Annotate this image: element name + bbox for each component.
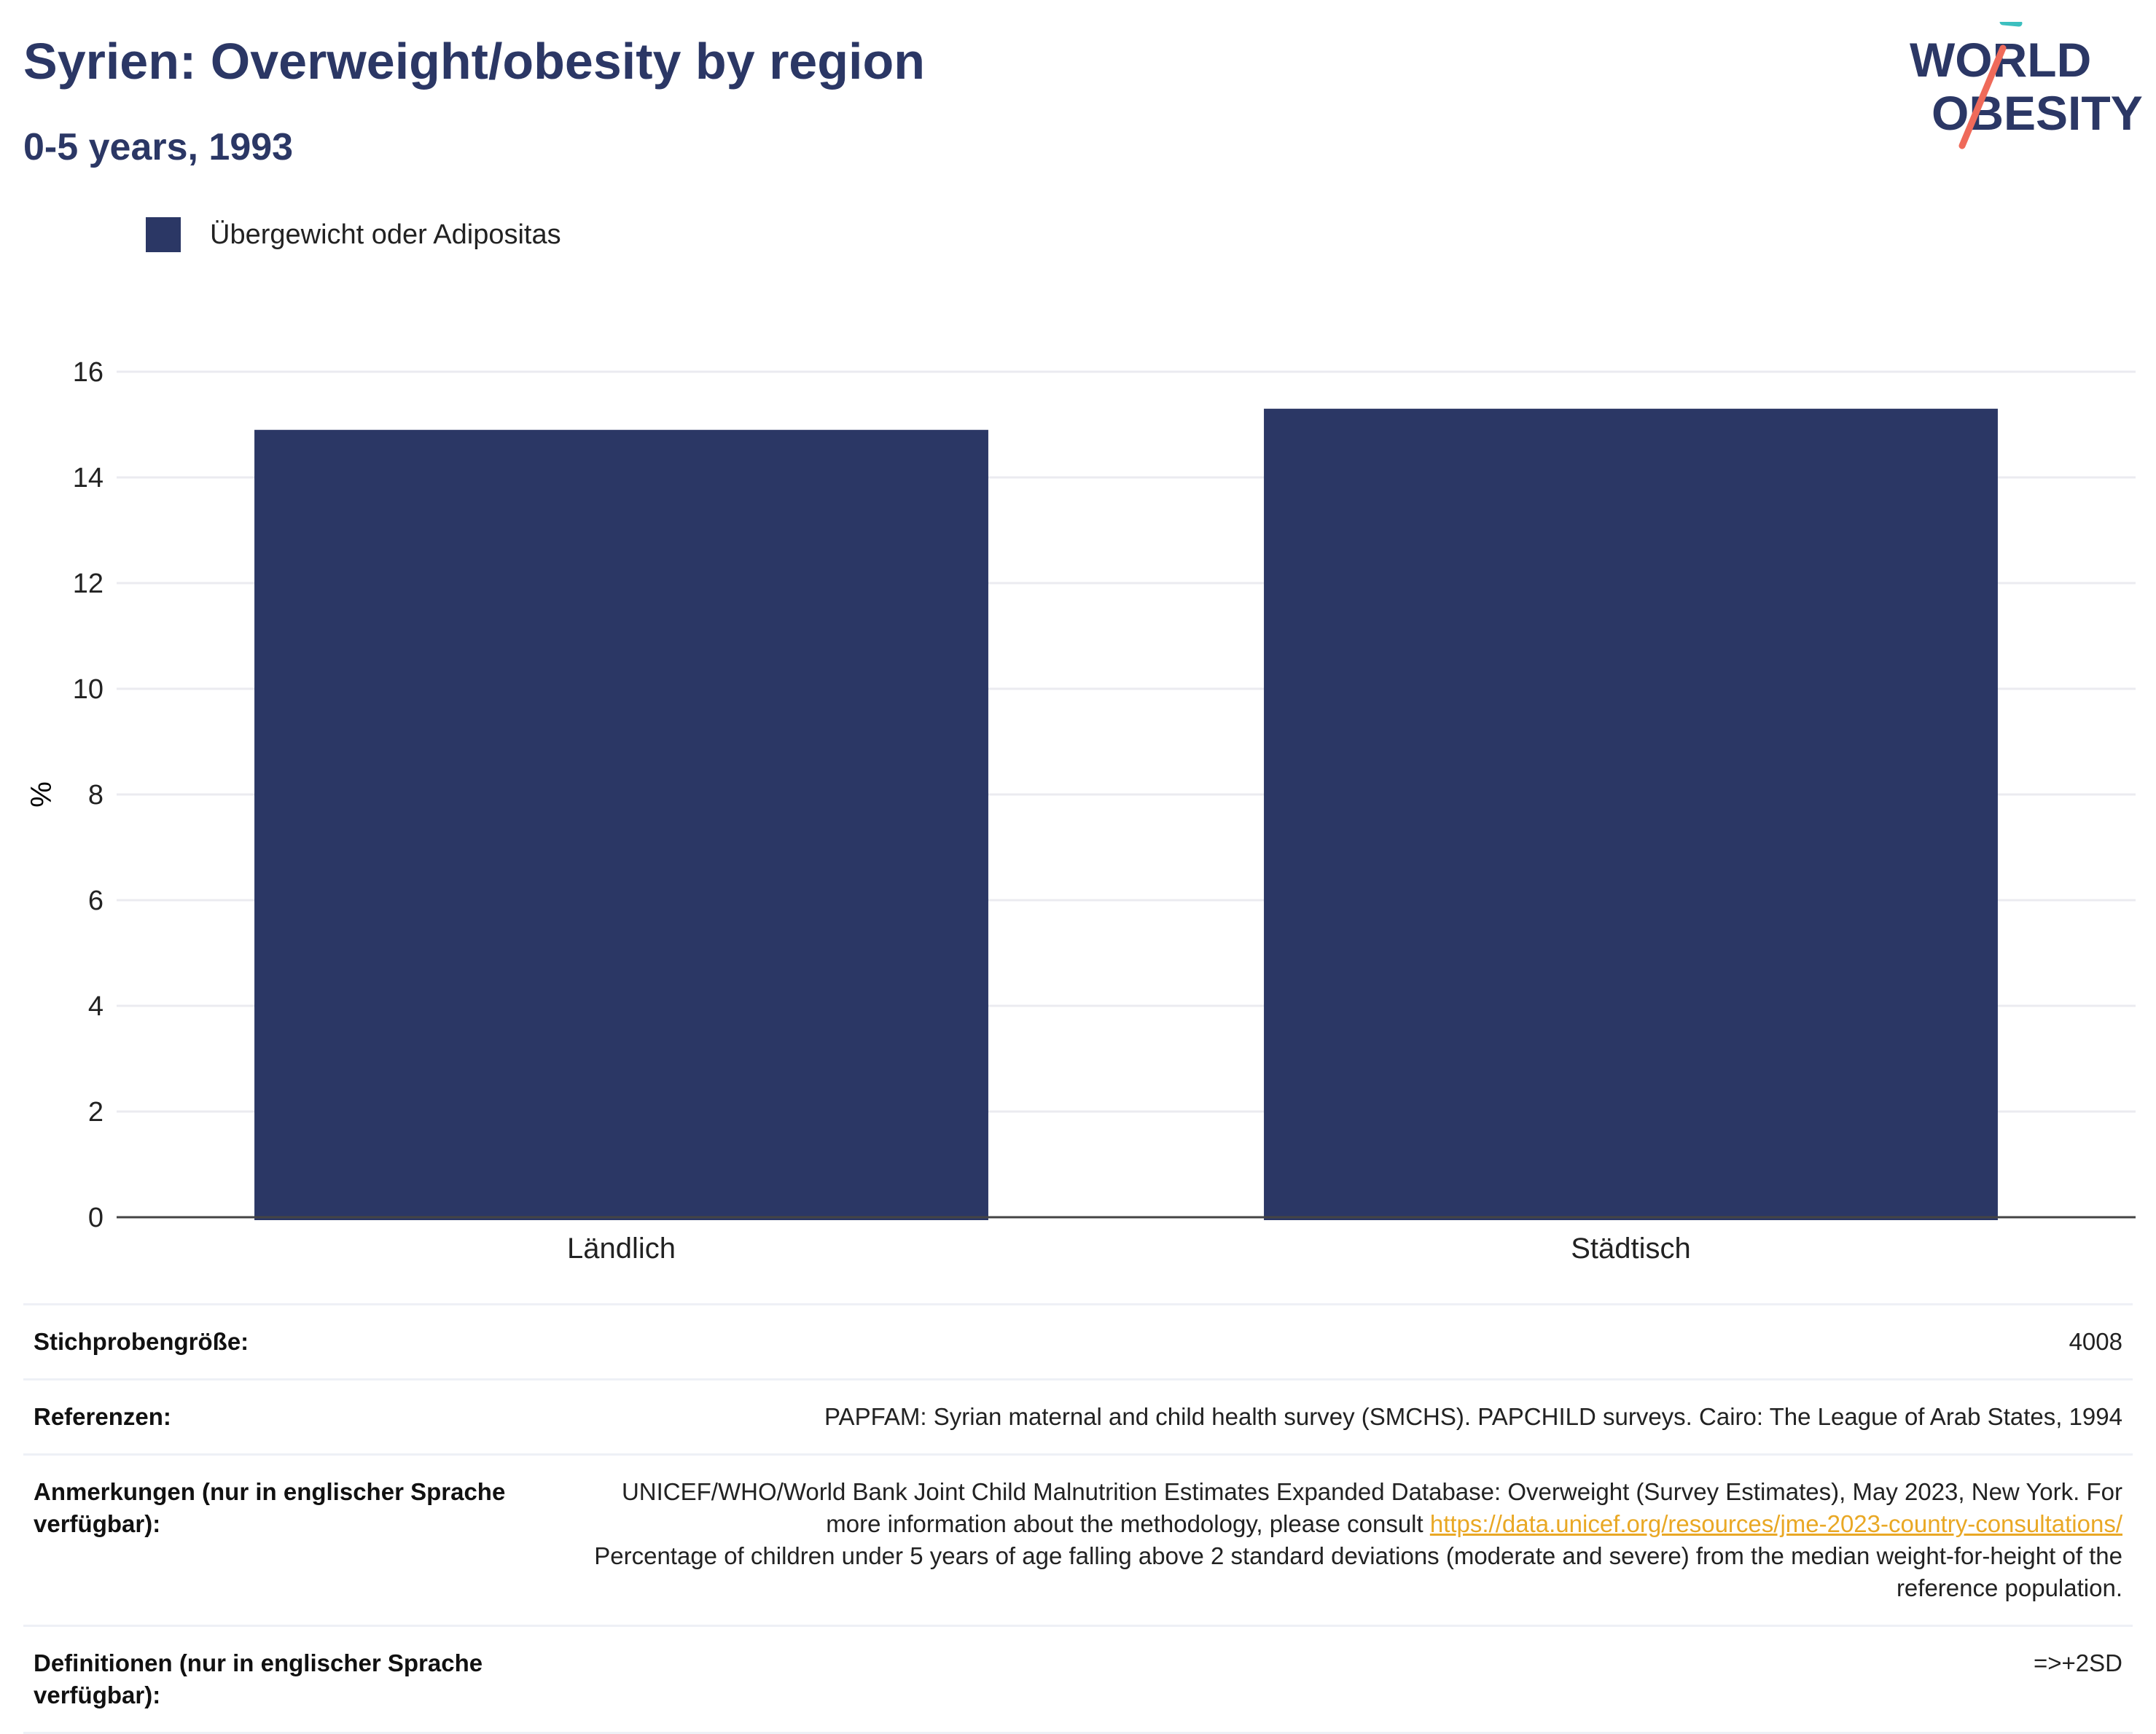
bar	[1264, 408, 1998, 1220]
sample-size-row: Stichprobengröße: 4008	[23, 1303, 2133, 1378]
notes-definition-text: Percentage of children under 5 years of …	[594, 1542, 2122, 1601]
methodology-link[interactable]: https://data.unicef.org/resources/jme-20…	[1429, 1510, 2122, 1537]
y-axis-label: %	[26, 781, 58, 808]
logo-teal-stroke	[1999, 22, 2023, 27]
references-value: PAPFAM: Syrian maternal and child health…	[824, 1403, 2122, 1430]
y-tick-label: 2	[88, 1097, 103, 1128]
chart-title: Syrien: Overweight/obesity by region	[23, 33, 925, 90]
logo-line2: OBESITY	[1932, 86, 2143, 140]
chart-subtitle: 0-5 years, 1993	[23, 126, 294, 168]
y-tick-labels: 0 2 4 6 8 10 12 14 16	[73, 357, 103, 1233]
bar-chart: 0 2 4 6 8 10 12 14 16 Ländlich Städtisch %	[26, 357, 2136, 1265]
y-tick-label: 8	[88, 780, 103, 811]
references-row: Referenzen: PAPFAM: Syrian maternal and …	[23, 1378, 2133, 1453]
legend-swatch	[146, 217, 181, 252]
notes-label: Anmerkungen (nur in englischer Sprache v…	[34, 1478, 506, 1537]
bar	[254, 429, 988, 1220]
y-tick-label: 4	[88, 991, 103, 1022]
bars	[254, 408, 1998, 1220]
y-tick-label: 6	[88, 886, 103, 916]
y-tick-label: 10	[73, 674, 103, 705]
legend: Übergewicht oder Adipositas	[146, 217, 561, 252]
x-tick-label: Städtisch	[1571, 1233, 1691, 1265]
sample-size-value: 4008	[2069, 1328, 2122, 1355]
sample-size-label: Stichprobengröße:	[34, 1328, 249, 1355]
y-tick-label: 14	[73, 463, 103, 493]
y-tick-label: 12	[73, 569, 103, 599]
definitions-row: Definitionen (nur in englischer Sprache …	[23, 1625, 2133, 1734]
definitions-label: Definitionen (nur in englischer Sprache …	[34, 1649, 483, 1708]
y-tick-label: 0	[88, 1203, 103, 1233]
legend-label: Übergewicht oder Adipositas	[210, 219, 561, 250]
metadata-table: Stichprobengröße: 4008 Referenzen: PAPFA…	[23, 1303, 2133, 1734]
x-tick-label: Ländlich	[567, 1233, 676, 1265]
logo-coral-stroke	[1958, 44, 2007, 149]
world-obesity-logo: WORLD OBESITY	[1910, 22, 2143, 149]
notes-text: UNICEF/WHO/World Bank Joint Child Malnut…	[621, 1478, 2122, 1537]
x-tick-labels: Ländlich Städtisch	[567, 1233, 1691, 1265]
definitions-value: =>+2SD	[2033, 1649, 2122, 1676]
notes-value: UNICEF/WHO/World Bank Joint Child Malnut…	[592, 1476, 2122, 1604]
notes-row: Anmerkungen (nur in englischer Sprache v…	[23, 1453, 2133, 1625]
y-tick-label: 16	[73, 357, 103, 388]
references-label: Referenzen:	[34, 1403, 171, 1430]
